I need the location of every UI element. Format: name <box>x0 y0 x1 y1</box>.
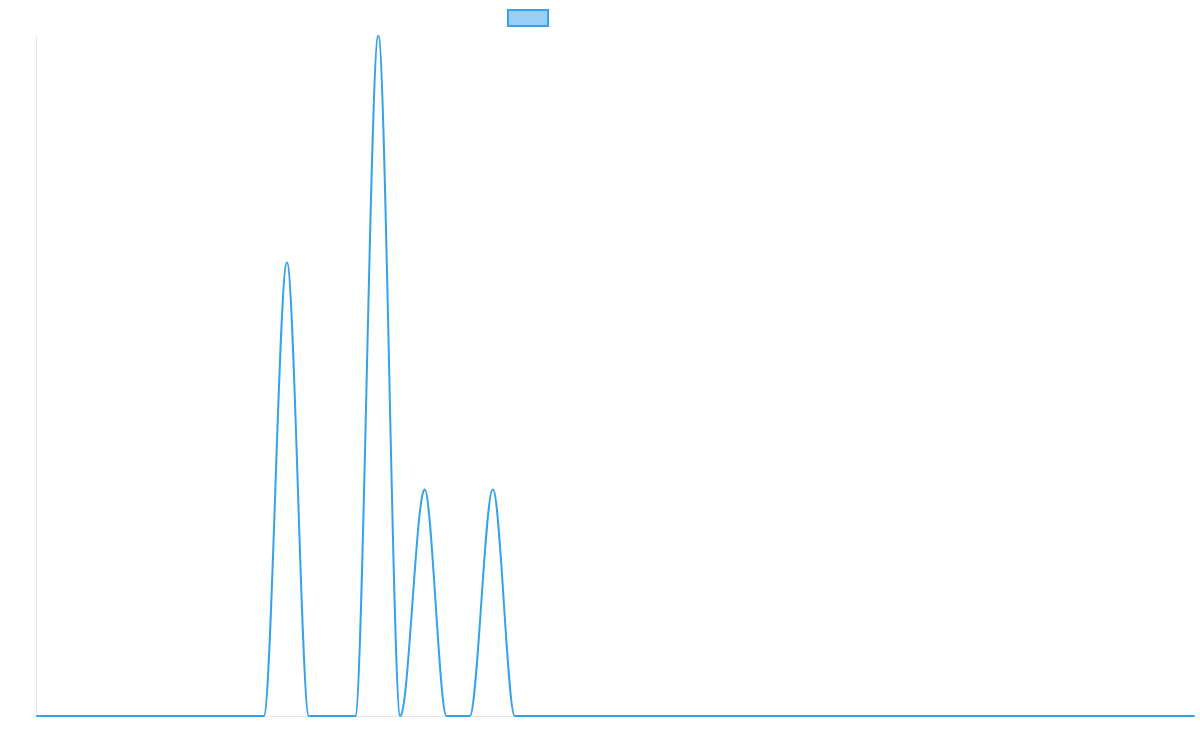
series-line <box>36 35 1195 718</box>
legend-swatch[interactable] <box>507 9 549 27</box>
legend[interactable] <box>507 9 549 27</box>
